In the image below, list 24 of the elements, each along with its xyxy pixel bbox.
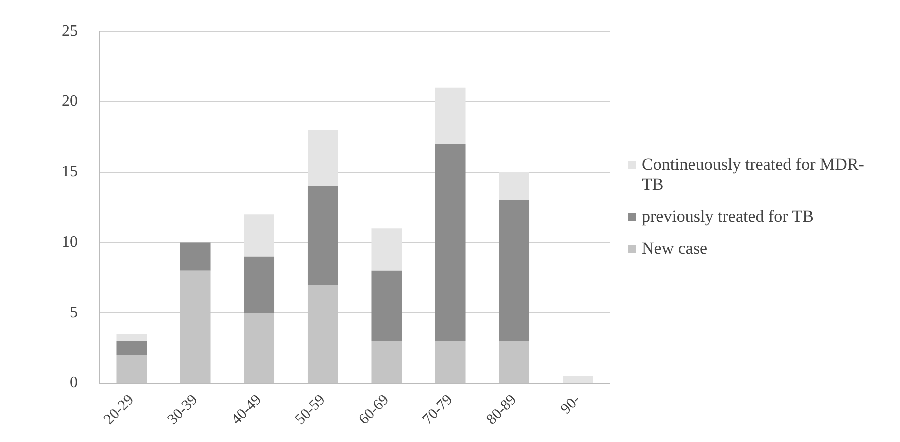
bar — [308, 186, 338, 285]
bar — [116, 341, 148, 356]
y-tick-label: 5 — [70, 304, 78, 322]
bar — [499, 172, 530, 201]
bar — [562, 376, 594, 384]
legend-label: New case — [642, 239, 708, 259]
bar — [116, 334, 148, 342]
bar — [244, 256, 275, 314]
y-tick-label: 20 — [62, 93, 78, 110]
bar — [499, 200, 530, 342]
bar — [244, 214, 275, 257]
y-tick-label: 15 — [62, 164, 78, 181]
legend-label: Contineuously treated for MDR-TB — [642, 155, 866, 195]
legend-label: previously treated for TB — [642, 207, 814, 227]
bar — [435, 88, 466, 144]
y-tick-label: 0 — [70, 374, 78, 392]
x-tick-label: 90- — [558, 392, 584, 418]
bar — [372, 228, 402, 271]
bar — [435, 144, 466, 342]
bar — [180, 242, 211, 271]
y-tick-label: 25 — [62, 22, 78, 40]
bar — [308, 130, 338, 186]
y-tick-label: 10 — [62, 234, 78, 251]
bar — [372, 270, 402, 342]
